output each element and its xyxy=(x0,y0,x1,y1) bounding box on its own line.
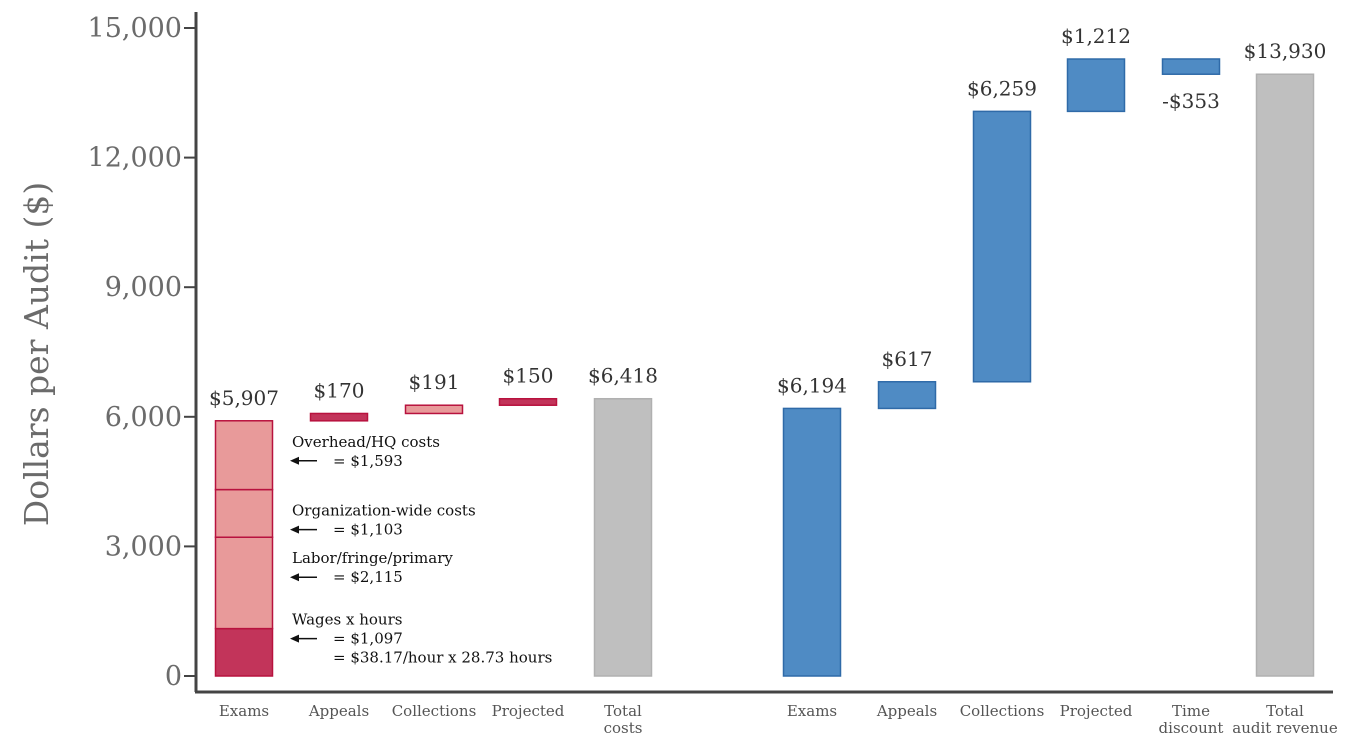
annotation-arrowhead xyxy=(290,525,299,534)
value-label: $1,212 xyxy=(1061,24,1131,48)
y-tick-label: 0 xyxy=(165,661,182,692)
y-axis-ticks: 0 3,000 6,000 9,000 12,000 15,000 xyxy=(88,13,196,692)
value-label: $6,418 xyxy=(588,364,658,388)
value-labels: $5,907 $170 $191 $150 $6,418 $6,194 $617 $6,259… xyxy=(209,24,1326,410)
annotation-label: Labor/fringe/primary xyxy=(292,549,453,567)
y-tick-label: 9,000 xyxy=(105,272,182,303)
annotation-label: Wages x hours xyxy=(292,611,402,629)
bar xyxy=(1255,73,1315,677)
bar-segment xyxy=(214,627,274,677)
bar-segment xyxy=(214,488,274,538)
bar-segment xyxy=(214,536,274,630)
bar xyxy=(593,397,653,677)
annotation-label: Organization-wide costs xyxy=(292,502,476,520)
axes xyxy=(194,12,1333,694)
category-labels: Exams Appeals Collections Projected Totalcos… xyxy=(219,702,1338,737)
bar xyxy=(877,381,937,410)
annotation-label: = $38.17/hour x 28.73 hours xyxy=(333,649,552,667)
bar xyxy=(1161,58,1221,75)
category-label: Appeals xyxy=(876,702,937,720)
category-label: Time xyxy=(1172,702,1210,720)
y-tick-label: 6,000 xyxy=(105,402,182,433)
bar xyxy=(1066,58,1126,113)
category-label: Projected xyxy=(1060,702,1133,720)
category-label: Collections xyxy=(960,702,1045,720)
annotation-arrowhead xyxy=(290,634,299,643)
value-label: $150 xyxy=(503,364,554,388)
y-tick-label: 15,000 xyxy=(88,13,182,44)
category-label: costs xyxy=(604,719,643,737)
annotation-label: = $2,115 xyxy=(333,568,403,586)
value-label: $5,907 xyxy=(209,386,279,410)
value-label: -$353 xyxy=(1162,89,1220,113)
bar xyxy=(404,404,464,415)
category-label: Exams xyxy=(219,702,269,720)
annotation-label: = $1,097 xyxy=(333,630,403,648)
bar-segment xyxy=(214,420,274,491)
category-label: Appeals xyxy=(308,702,369,720)
y-axis-label: Dollars per Audit ($) xyxy=(17,182,56,527)
bars xyxy=(214,58,1315,677)
value-label: $191 xyxy=(409,370,460,394)
exam-cost-annotations: Wages x hours= $1,097= $38.17/hour x 28.… xyxy=(290,433,552,667)
bar xyxy=(782,407,842,677)
annotation-arrowhead xyxy=(290,456,299,465)
annotation-label: = $1,103 xyxy=(333,521,403,539)
category-label: Exams xyxy=(787,702,837,720)
y-tick-label: 3,000 xyxy=(105,531,182,562)
category-label: discount xyxy=(1159,719,1224,737)
value-label: $170 xyxy=(314,378,365,402)
value-label: $6,259 xyxy=(967,76,1037,100)
annotation-label: = $1,593 xyxy=(333,452,403,470)
category-label: Projected xyxy=(492,702,565,720)
value-label: $617 xyxy=(882,347,933,371)
bar xyxy=(309,412,369,422)
y-tick-label: 12,000 xyxy=(88,143,182,174)
bar xyxy=(498,397,558,406)
value-label: $6,194 xyxy=(777,373,847,397)
category-label: audit revenue xyxy=(1232,719,1338,737)
category-label: Collections xyxy=(392,702,477,720)
category-label: Total xyxy=(604,702,642,720)
annotation-label: Overhead/HQ costs xyxy=(292,433,440,451)
category-label: Total xyxy=(1266,702,1304,720)
annotation-arrowhead xyxy=(290,573,299,582)
bar xyxy=(972,110,1032,383)
value-label: $13,930 xyxy=(1244,39,1327,63)
